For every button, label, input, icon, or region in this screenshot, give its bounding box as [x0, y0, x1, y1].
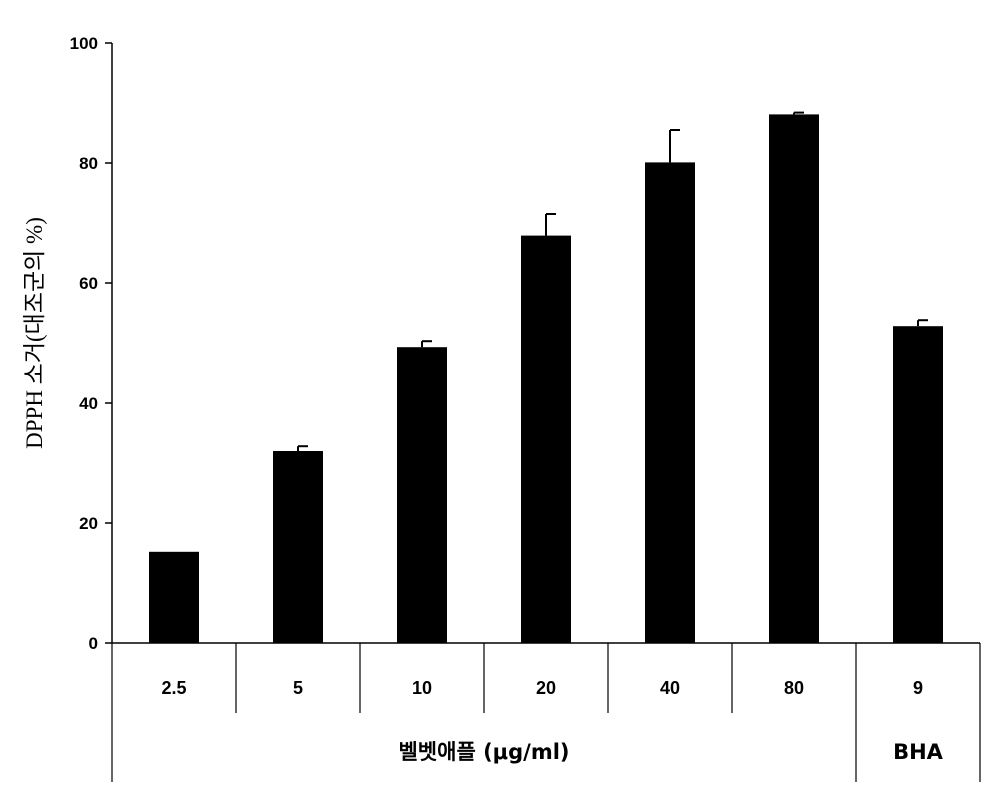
category-label: 80	[784, 678, 804, 698]
bar	[149, 552, 199, 643]
y-tick-label: 80	[79, 154, 98, 173]
bar	[769, 114, 819, 643]
y-tick-label: 60	[79, 274, 98, 293]
bar	[397, 347, 447, 643]
y-tick-label: 20	[79, 514, 98, 533]
y-tick-label: 100	[70, 34, 98, 53]
bar	[273, 451, 323, 643]
category-label: 5	[293, 678, 303, 698]
category-label: 2.5	[161, 678, 186, 698]
bar	[893, 326, 943, 643]
category-table: 2.5 5 10 20 40 80 9 벨벳애플 (μg/ml) BHA	[112, 643, 980, 782]
category-label: 9	[913, 678, 923, 698]
bars	[149, 113, 943, 643]
category-label: 10	[412, 678, 432, 698]
group-label: 벨벳애플 (μg/ml)	[398, 740, 569, 764]
y-axis-title: DPPH 소거(대조군의 %)	[22, 217, 47, 449]
y-axis: 0 20 40 60 80 100	[70, 34, 112, 653]
group-label: BHA	[893, 740, 944, 764]
bar	[645, 162, 695, 643]
y-tick-label: 0	[89, 634, 98, 653]
category-label: 40	[660, 678, 680, 698]
y-tick-label: 40	[79, 394, 98, 413]
category-label: 20	[536, 678, 556, 698]
bar	[521, 236, 571, 643]
